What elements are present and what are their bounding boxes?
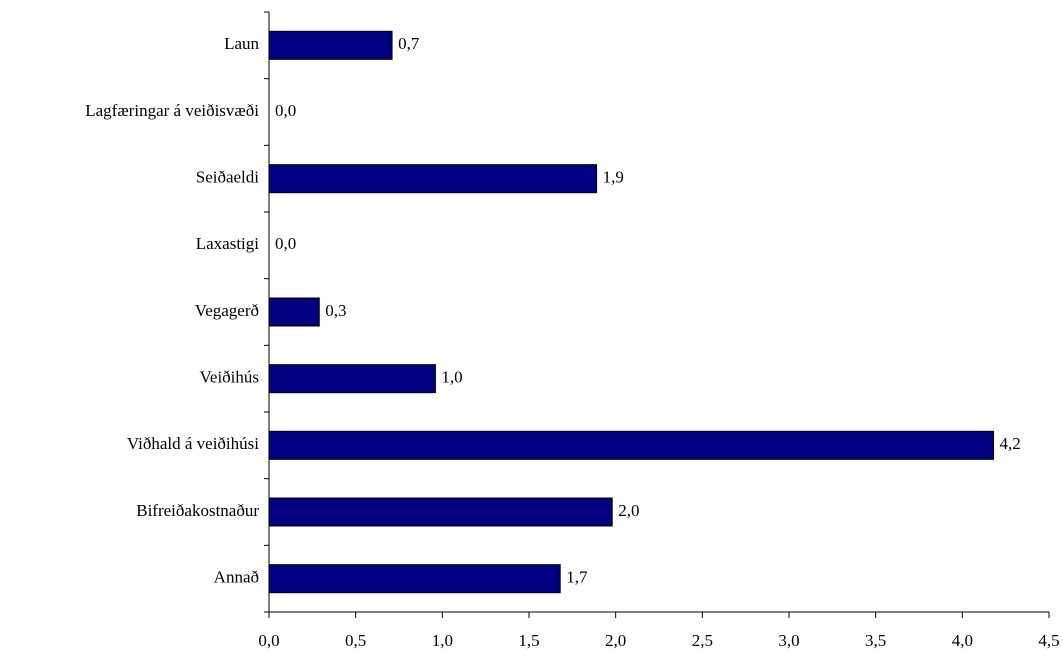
y-tick-label: Bifreiðakostnaður bbox=[136, 501, 259, 520]
x-tick-label: 2,0 bbox=[605, 631, 626, 650]
x-tick-label: 3,5 bbox=[865, 631, 886, 650]
bar bbox=[268, 364, 436, 394]
y-tick-label: Laxastigi bbox=[196, 234, 260, 253]
value-label: 4,2 bbox=[1000, 434, 1021, 453]
value-label: 1,7 bbox=[566, 568, 588, 587]
value-label: 0,0 bbox=[275, 101, 296, 120]
x-tick-label: 4,0 bbox=[952, 631, 973, 650]
x-tick-label: 0,5 bbox=[345, 631, 366, 650]
x-tick-label: 2,5 bbox=[692, 631, 713, 650]
y-tick-label: Veiðihús bbox=[200, 368, 260, 387]
value-label: 0,0 bbox=[275, 234, 296, 253]
value-label: 0,7 bbox=[398, 34, 420, 53]
x-tick-label: 1,0 bbox=[432, 631, 453, 650]
value-label: 0,3 bbox=[325, 301, 346, 320]
y-tick-label: Seiðaeldi bbox=[196, 168, 260, 187]
bar bbox=[268, 30, 393, 60]
x-tick-label: 3,0 bbox=[778, 631, 799, 650]
bar bbox=[268, 297, 320, 327]
value-label: 1,9 bbox=[603, 168, 624, 187]
bar bbox=[268, 164, 598, 194]
x-tick-label: 1,5 bbox=[518, 631, 539, 650]
y-tick-label: Lagfæringar á veiðisvæði bbox=[85, 101, 259, 120]
value-label: 1,0 bbox=[441, 368, 462, 387]
bar bbox=[268, 430, 995, 460]
value-label: 2,0 bbox=[618, 501, 639, 520]
y-tick-label: Laun bbox=[224, 34, 259, 53]
bar bbox=[268, 564, 561, 594]
y-tick-label: Vegagerð bbox=[195, 301, 259, 320]
y-tick-label: Viðhald á veiðihúsi bbox=[127, 434, 259, 453]
x-tick-label: 0,0 bbox=[258, 631, 279, 650]
bar bbox=[268, 497, 613, 527]
x-tick-label: 4,5 bbox=[1038, 631, 1059, 650]
y-tick-label: Annað bbox=[214, 568, 259, 587]
